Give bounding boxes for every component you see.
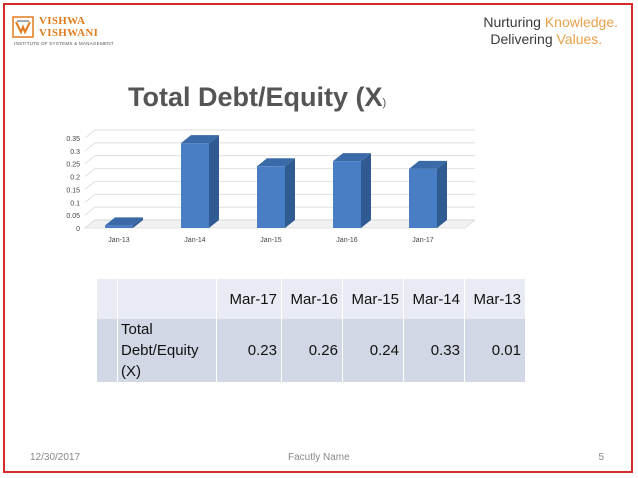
table-value-cell: 0.24 bbox=[342, 319, 404, 382]
y-tick-label: 0.3 bbox=[70, 149, 80, 156]
bar-side bbox=[361, 153, 371, 228]
x-tick-label: Jan-17 bbox=[412, 237, 434, 244]
bar bbox=[333, 161, 361, 228]
tagline-line2-text: Delivering bbox=[490, 31, 557, 47]
table-value-cell: 0.26 bbox=[281, 319, 343, 382]
table-header-cell: Mar-17 bbox=[216, 279, 282, 319]
bar bbox=[409, 168, 437, 228]
table-value-cell: 0.33 bbox=[403, 319, 465, 382]
bar bbox=[181, 143, 209, 228]
x-tick-label: Jan-15 bbox=[260, 237, 282, 244]
x-tick-label: Jan-14 bbox=[184, 237, 206, 244]
table-header-cell: Mar-14 bbox=[403, 279, 465, 319]
institute-logo: VISHWA VISHWANI INSTITUTE OF SYSTEMS & M… bbox=[12, 14, 122, 48]
x-tick-label: Jan-13 bbox=[108, 237, 130, 244]
bar-top bbox=[257, 158, 295, 167]
tagline-line2-accent: Values. bbox=[556, 31, 603, 47]
bar-top bbox=[333, 153, 371, 162]
bar-side bbox=[285, 158, 295, 228]
tagline-line2: Delivering Values. bbox=[483, 31, 618, 48]
footer-date: 12/30/2017 bbox=[30, 452, 81, 463]
table-row: Total Debt/Equity (X) 0.23 0.26 0.24 0.33 … bbox=[97, 319, 525, 382]
bar-top bbox=[181, 135, 219, 144]
bar-side bbox=[133, 217, 143, 228]
tagline-line1-accent: Knowledge. bbox=[544, 14, 618, 30]
footer-faculty-name: Facutly Name bbox=[288, 452, 350, 463]
bar bbox=[257, 166, 285, 228]
y-tick-label: 0.2 bbox=[70, 175, 80, 182]
y-tick-label: 0.05 bbox=[66, 213, 80, 220]
slide-frame bbox=[3, 3, 633, 473]
table-row-label: Total Debt/Equity (X) bbox=[117, 319, 217, 382]
chart-title-text: Total Debt/Equity (X bbox=[128, 82, 383, 112]
logo-subtitle: INSTITUTE OF SYSTEMS & MANAGEMENT bbox=[14, 41, 114, 46]
row-label-line: Debt/Equity bbox=[121, 342, 199, 359]
y-tick-label: 0.1 bbox=[70, 200, 80, 207]
x-tick-label: Jan-16 bbox=[336, 237, 358, 244]
logo-name-line1: VISHWA bbox=[39, 15, 86, 27]
footer-page-number: 5 bbox=[598, 452, 604, 463]
table-row-corner-cell bbox=[97, 319, 118, 382]
row-label-line: (X) bbox=[121, 363, 141, 380]
y-tick-label: 0 bbox=[76, 226, 80, 233]
table-header-cell: Mar-16 bbox=[281, 279, 343, 319]
table-label-header-cell bbox=[117, 279, 217, 319]
gridline bbox=[84, 129, 475, 139]
bar-top bbox=[105, 217, 143, 226]
table-value-cell: 0.23 bbox=[216, 319, 282, 382]
row-label-line: Total bbox=[121, 321, 153, 338]
tagline-line1-text: Nurturing bbox=[483, 14, 545, 30]
debt-equity-bar-chart: 0 0.05 0.1 0.15 0.2 0.25 0.3 0.35 Jan-13 Jan-14 Ja… bbox=[66, 129, 475, 244]
table-value-cell: 0.01 bbox=[464, 319, 525, 382]
table-header-cell: Mar-15 bbox=[342, 279, 404, 319]
logo-emblem-icon bbox=[12, 16, 34, 38]
debt-equity-table: Mar-17 Mar-16 Mar-15 Mar-14 Mar-13 Total… bbox=[97, 279, 525, 382]
bar bbox=[105, 225, 133, 228]
tagline-line1: Nurturing Knowledge. bbox=[483, 14, 618, 31]
bar-side bbox=[437, 160, 447, 228]
y-tick-label: 0.25 bbox=[66, 162, 80, 169]
bar-side bbox=[209, 135, 219, 228]
tagline: Nurturing Knowledge. Delivering Values. bbox=[483, 14, 618, 48]
chart-title: Total Debt/Equity (X) bbox=[128, 82, 386, 113]
gridline bbox=[84, 142, 475, 152]
y-tick-label: 0.35 bbox=[66, 136, 80, 143]
table-corner-cell bbox=[97, 279, 118, 319]
logo-name-line2: VISHWANI bbox=[39, 27, 99, 39]
table-header-cell: Mar-13 bbox=[464, 279, 525, 319]
table-header-row: Mar-17 Mar-16 Mar-15 Mar-14 Mar-13 bbox=[97, 279, 525, 319]
y-tick-label: 0.15 bbox=[66, 187, 80, 194]
bar-top bbox=[409, 160, 447, 169]
chart-title-paren: ) bbox=[382, 97, 387, 109]
